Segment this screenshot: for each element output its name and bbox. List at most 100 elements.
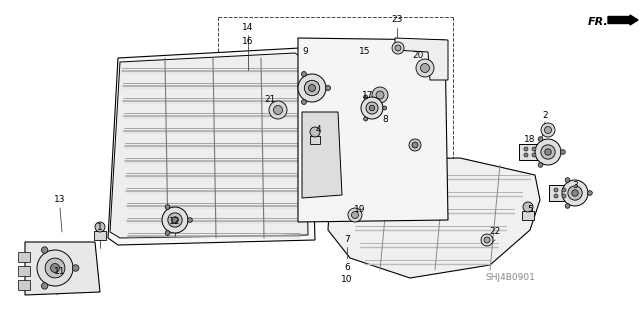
Bar <box>549 185 571 201</box>
Circle shape <box>565 204 570 208</box>
Polygon shape <box>328 158 540 278</box>
Text: 9: 9 <box>302 48 308 56</box>
Circle shape <box>481 234 493 246</box>
Circle shape <box>392 42 404 54</box>
Polygon shape <box>108 48 315 245</box>
Text: 17: 17 <box>362 92 374 100</box>
Text: 2: 2 <box>542 110 548 120</box>
Polygon shape <box>110 53 308 238</box>
Circle shape <box>562 194 566 198</box>
Circle shape <box>545 127 552 133</box>
Circle shape <box>409 139 421 151</box>
Text: 3: 3 <box>572 181 578 189</box>
Circle shape <box>554 188 558 192</box>
Text: 22: 22 <box>490 227 500 236</box>
Circle shape <box>412 142 418 148</box>
Circle shape <box>326 85 331 91</box>
Bar <box>18 280 30 290</box>
Circle shape <box>532 153 536 157</box>
Text: 21: 21 <box>264 95 276 105</box>
Circle shape <box>351 211 358 219</box>
Circle shape <box>562 180 588 206</box>
Circle shape <box>565 178 570 182</box>
Circle shape <box>165 205 170 209</box>
Polygon shape <box>302 112 342 198</box>
Circle shape <box>376 91 384 99</box>
Circle shape <box>361 97 383 119</box>
Circle shape <box>395 45 401 51</box>
Text: 6: 6 <box>344 263 350 272</box>
Circle shape <box>168 213 182 227</box>
Circle shape <box>301 71 307 77</box>
Circle shape <box>588 191 592 195</box>
Circle shape <box>72 265 79 271</box>
Circle shape <box>383 106 387 110</box>
Text: 13: 13 <box>54 196 66 204</box>
Bar <box>310 136 320 144</box>
Text: 16: 16 <box>243 38 253 47</box>
Circle shape <box>165 231 170 235</box>
Polygon shape <box>395 38 448 80</box>
Circle shape <box>348 208 362 222</box>
Circle shape <box>42 283 48 289</box>
Circle shape <box>172 217 179 223</box>
Polygon shape <box>25 242 100 295</box>
Circle shape <box>51 263 60 272</box>
Circle shape <box>372 87 388 103</box>
Text: FR.: FR. <box>588 17 609 27</box>
Text: 20: 20 <box>412 50 424 60</box>
Circle shape <box>524 153 528 157</box>
Bar <box>18 252 30 262</box>
Text: 10: 10 <box>341 276 353 285</box>
Circle shape <box>298 74 326 102</box>
Circle shape <box>416 59 434 77</box>
Polygon shape <box>298 38 448 222</box>
Bar <box>522 211 534 220</box>
Text: 14: 14 <box>243 24 253 33</box>
Text: 12: 12 <box>170 218 180 226</box>
Bar <box>18 266 30 276</box>
Circle shape <box>545 149 551 155</box>
Circle shape <box>568 186 582 200</box>
Circle shape <box>561 150 565 154</box>
Text: 4: 4 <box>315 125 321 135</box>
Circle shape <box>541 145 555 159</box>
Text: 19: 19 <box>355 205 365 214</box>
Circle shape <box>420 63 429 72</box>
Circle shape <box>308 85 316 92</box>
Circle shape <box>369 105 375 111</box>
Circle shape <box>541 123 555 137</box>
Circle shape <box>524 147 528 151</box>
Circle shape <box>37 250 73 286</box>
Circle shape <box>304 80 320 96</box>
Circle shape <box>554 194 558 198</box>
Circle shape <box>538 163 543 167</box>
Text: 18: 18 <box>524 136 536 145</box>
Text: 11: 11 <box>54 268 66 277</box>
Circle shape <box>188 218 192 222</box>
Circle shape <box>310 127 320 137</box>
Circle shape <box>364 117 367 121</box>
Bar <box>519 144 541 160</box>
Text: 8: 8 <box>382 115 388 124</box>
Circle shape <box>42 247 48 253</box>
Text: 7: 7 <box>344 235 350 244</box>
Circle shape <box>572 190 579 196</box>
Circle shape <box>269 101 287 119</box>
Circle shape <box>95 222 105 232</box>
Circle shape <box>532 147 536 151</box>
Circle shape <box>301 100 307 104</box>
Text: 15: 15 <box>359 48 371 56</box>
Circle shape <box>273 106 282 115</box>
Circle shape <box>562 188 566 192</box>
Circle shape <box>523 202 533 212</box>
Bar <box>94 231 106 240</box>
Circle shape <box>162 207 188 233</box>
Circle shape <box>484 237 490 243</box>
Text: 1: 1 <box>97 224 103 233</box>
Circle shape <box>538 137 543 141</box>
Circle shape <box>366 102 378 114</box>
Circle shape <box>364 95 367 99</box>
Circle shape <box>535 139 561 165</box>
Text: SHJ4B0901: SHJ4B0901 <box>485 273 535 283</box>
